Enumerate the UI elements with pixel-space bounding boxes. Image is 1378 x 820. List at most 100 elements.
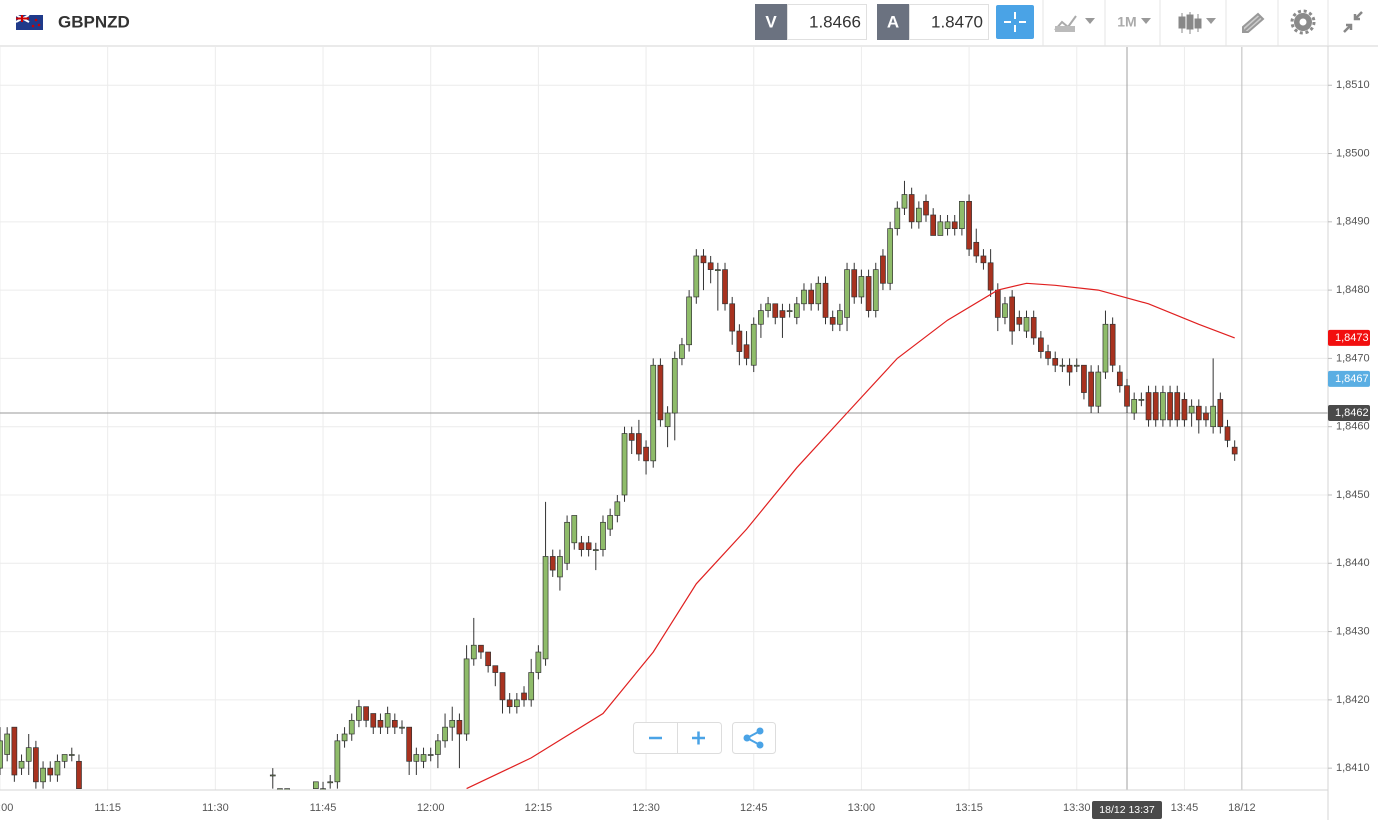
ask-price: 1.8470 [931,12,983,31]
candle-body [542,556,549,660]
settings-button[interactable] [1290,9,1316,35]
candle-body [1174,392,1181,421]
candle-body [33,747,39,783]
x-tick-label: 11:00 [0,802,13,814]
candle-body [865,276,872,311]
ask-button[interactable] [877,4,909,40]
y-tick-label: 1,8440 [1336,557,1370,569]
candle-body [76,760,82,789]
candle-body [40,767,46,783]
candle-body [1131,399,1138,414]
draw-button[interactable] [1242,12,1265,33]
candle-body [1095,371,1102,407]
share-box [732,722,776,754]
candle-body [973,241,980,257]
candle-body [312,781,319,789]
candle-body [894,207,901,230]
candle-body [758,310,764,325]
candle-body [585,542,592,550]
candle-body [348,719,355,735]
price-marker-label: 1,8462 [1335,407,1369,419]
crosshair-button[interactable] [996,5,1034,39]
candle-body [1009,296,1016,332]
candle-body [406,726,413,762]
candle-body [801,289,807,305]
candle-body [1167,392,1173,421]
candle-body [1052,358,1059,366]
price-marker [1328,405,1370,422]
candle-body [808,289,815,305]
candle-body [607,515,614,530]
candle-body [994,289,1001,318]
candle-body [951,221,958,230]
candle-body [937,221,944,236]
candle-body [887,228,893,284]
bid-button[interactable] [755,4,787,40]
candle-body [1073,364,1080,367]
candle-body [671,358,678,414]
candle-body [1181,399,1188,421]
candle-body [1045,351,1051,359]
y-tick-label: 1,8460 [1336,421,1370,433]
candle-body [679,344,685,359]
chart-type-button[interactable] [1178,12,1216,34]
x-tick-label: 11:30 [202,802,229,814]
candle-body [1023,317,1030,332]
candle-body [1152,392,1159,421]
candle-body [664,412,671,428]
candle-body [693,255,700,298]
x-tick-label: 12:15 [525,802,553,814]
candle-body [427,754,434,756]
candle-body [521,692,527,701]
candle-body [786,310,793,312]
candle-body [815,282,822,305]
y-tick-label: 1,8480 [1336,284,1370,296]
candle-body [320,788,326,790]
flag-icon [15,14,43,30]
candle-body [1124,385,1130,407]
candle-body [765,303,771,311]
candle-body [1002,303,1008,318]
candle-body [485,651,491,667]
y-tick-label: 1,8500 [1336,147,1370,159]
y-tick-label: 1,8410 [1336,762,1370,774]
collapse-button[interactable] [1343,11,1363,33]
zoom-in[interactable] [692,731,705,745]
candle-body [930,214,937,236]
candle-body [1066,364,1073,373]
candle-body [377,719,384,728]
candle-body [557,556,563,578]
bid-label: V [765,12,777,31]
ask-box [909,4,989,40]
candle-body [966,200,972,250]
candle-body [1231,446,1238,455]
candle-body [341,733,348,742]
candle-body [987,262,994,291]
candle-body [779,310,786,318]
candle-body [1224,426,1231,441]
candle-body [11,726,18,776]
candle-body [736,330,743,352]
candle-body [413,754,420,762]
share-button[interactable] [743,727,764,749]
moving-average [466,282,1235,790]
candle-body [506,699,513,708]
y-tick-label: 1,8510 [1336,79,1370,91]
candle-body [959,200,965,230]
x-tick-label: 13:30 [1063,802,1091,814]
candle-body [1195,405,1202,421]
candle-body [743,344,750,359]
indicator-button[interactable] [1054,15,1095,32]
price-marker [1328,329,1370,346]
candle-body [54,760,61,776]
candle-body [729,303,736,332]
timeframe[interactable]: 1M [1117,14,1136,30]
bid-price: 1.8466 [809,12,861,31]
dropdown-arrow [1141,18,1151,24]
candle-body [499,672,506,701]
candle-body [1109,323,1116,366]
y-tick-label: 1,8470 [1336,352,1370,364]
x-tick-label: 12:00 [417,802,445,814]
candle-body [772,303,779,318]
candle-body [1081,364,1087,393]
